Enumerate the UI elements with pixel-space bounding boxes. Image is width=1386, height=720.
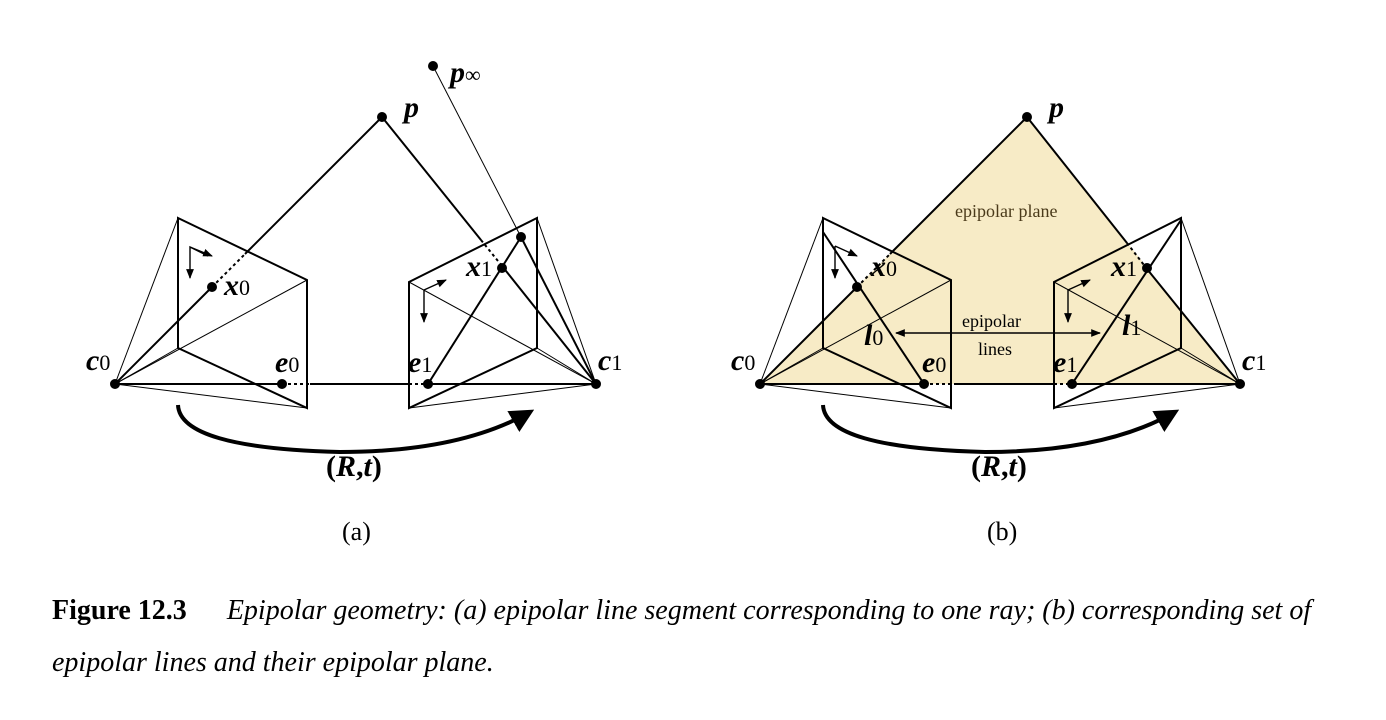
camera-axes-1-b <box>1064 279 1091 323</box>
point-e1 <box>423 379 433 389</box>
image-plane-0 <box>177 216 308 410</box>
panel-b-rays <box>759 116 1241 385</box>
point-x1 <box>497 263 507 273</box>
point-x1-inf <box>516 232 526 242</box>
label-e1: e1 <box>408 346 432 379</box>
point-e1-b <box>1067 379 1077 389</box>
epipolar-line-0 <box>822 231 925 385</box>
image-plane-1-b <box>1053 216 1182 410</box>
point-p <box>377 112 387 122</box>
image-plane-1 <box>408 216 538 410</box>
panel-b-diagram: p epipolar plane x0 x1 l0 l1 epipolar li… <box>731 91 1266 546</box>
label-epipolar-lines-1: epipolar <box>962 311 1021 331</box>
panel-a-points <box>110 61 601 389</box>
label-p-b: p <box>1046 91 1064 124</box>
camera-axes-0 <box>186 245 213 279</box>
label-e1-b: e1 <box>1053 346 1077 379</box>
point-x0-b <box>852 282 862 292</box>
panel-a-rays <box>114 116 597 385</box>
figure-caption: Figure 12.3 Epipolar geometry: (a) epipol… <box>52 585 1342 689</box>
panel-b-label: (b) <box>987 517 1017 546</box>
point-e0 <box>277 379 287 389</box>
label-c0: c0 <box>86 344 110 377</box>
point-c1 <box>591 379 601 389</box>
label-motion-b: (R,t) <box>971 450 1027 483</box>
point-e0-b <box>919 379 929 389</box>
camera-axes-0-b <box>831 245 858 279</box>
label-p: p <box>401 91 419 124</box>
panel-b-frustum-lines <box>759 217 1241 409</box>
panel-a-diagram: p∞ p x0 x1 c0 c1 e0 e1 (R,t) (a) <box>86 56 622 546</box>
point-p-inf <box>428 61 438 71</box>
point-x1-b <box>1142 263 1152 273</box>
label-x1: x1 <box>465 250 492 283</box>
label-motion-a: (R,t) <box>326 450 382 483</box>
label-c0-b: c0 <box>731 344 755 377</box>
label-e0-b: e0 <box>922 346 946 379</box>
label-epipolar-plane: epipolar plane <box>955 201 1057 221</box>
panel-a-frustum-lines <box>114 65 597 409</box>
point-c0 <box>110 379 120 389</box>
caption-text: Epipolar geometry: (a) epipolar line seg… <box>52 595 1312 678</box>
camera-axes-1 <box>420 279 447 323</box>
image-plane-0-b <box>822 216 952 410</box>
label-p-inf: p∞ <box>447 56 481 89</box>
label-l0: l0 <box>864 319 883 352</box>
label-x0-b: x0 <box>870 250 897 283</box>
label-e0: e0 <box>275 346 299 379</box>
label-c1: c1 <box>598 344 622 377</box>
point-x0 <box>207 282 217 292</box>
point-c0-b <box>755 379 765 389</box>
label-epipolar-lines-2: lines <box>978 339 1012 359</box>
point-p-b <box>1022 112 1032 122</box>
motion-arrow-b <box>821 404 1180 455</box>
point-c1-b <box>1235 379 1245 389</box>
label-l1: l1 <box>1122 309 1141 342</box>
panel-b-points <box>755 112 1245 389</box>
epipolar-line-1 <box>1071 219 1182 385</box>
motion-arrow-a <box>176 404 535 455</box>
label-x1-b: x1 <box>1110 250 1137 283</box>
panel-a-label: (a) <box>342 517 371 546</box>
label-c1-b: c1 <box>1242 344 1266 377</box>
label-x0: x0 <box>223 269 250 302</box>
caption-figure-number: Figure 12.3 <box>52 595 187 626</box>
